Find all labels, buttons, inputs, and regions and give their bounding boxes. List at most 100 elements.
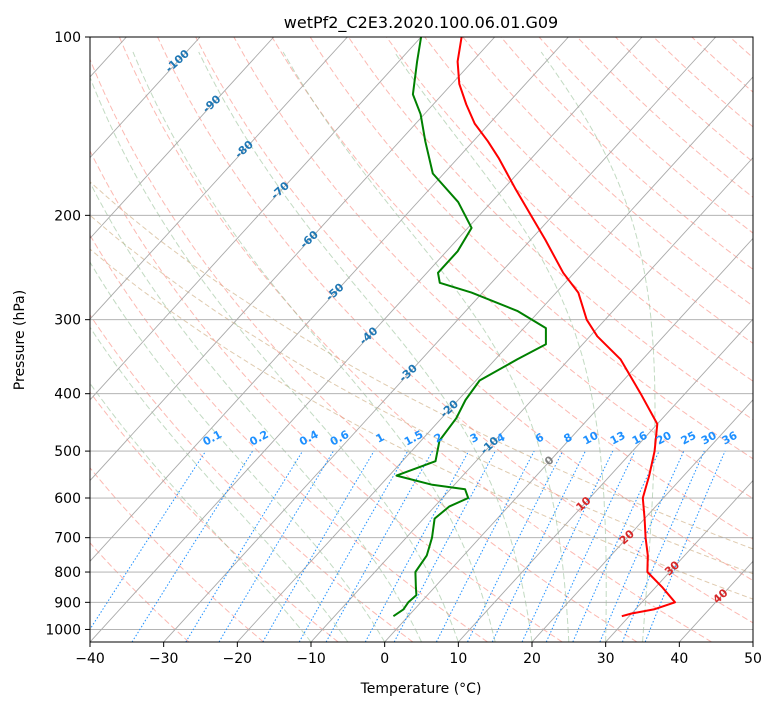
moist-adiabat	[393, 51, 607, 642]
theta-e-line	[90, 214, 753, 575]
dry-adiabat	[90, 467, 264, 642]
moist-adiabat	[90, 181, 422, 642]
mixing-ratio-line	[131, 450, 254, 642]
mixing-ratio-line	[218, 450, 334, 642]
mixing-ratio-label: 6	[533, 430, 546, 445]
x-tick-label: 50	[744, 651, 762, 667]
dry-adiabat	[90, 58, 638, 642]
dry-adiabat	[462, 37, 753, 307]
dry-adiabat	[729, 37, 753, 59]
x-tick-label: 10	[449, 651, 467, 667]
mixing-ratio-line	[467, 450, 564, 642]
isotherm-line	[458, 318, 753, 642]
moist-adiabat	[90, 76, 459, 642]
mixing-ratio-line	[491, 450, 586, 642]
x-tick-label: −20	[223, 651, 253, 667]
moist-adiabat	[540, 51, 656, 642]
x-tick-label: 30	[597, 651, 615, 667]
dry-adiabat	[157, 37, 753, 624]
chart-title: wetPf2_C2E3.2020.100.06.01.G09	[284, 13, 558, 33]
isotherm-line	[90, 37, 201, 159]
temperature-line	[456, 37, 676, 618]
theta-e-line	[90, 181, 753, 550]
mixing-ratio-label: 30	[699, 429, 719, 448]
mixing-ratio-line	[521, 450, 614, 642]
y-tick-label: 200	[54, 208, 81, 224]
dry-adiabat	[233, 37, 753, 540]
y-axis: 1000 900 800 700 600 500 400 300 200 100	[45, 30, 90, 638]
y-tick-label: 800	[54, 565, 81, 581]
mixing-ratio-label: 1	[374, 431, 387, 446]
isotherm-line	[237, 76, 753, 642]
y-tick-label: 1000	[45, 622, 81, 638]
x-axis: −40 −30 −20 −10 0 10 20 30 40 50	[75, 642, 762, 667]
dry-adiabat	[90, 149, 563, 642]
mixing-ratio-label: 0.4	[297, 428, 321, 449]
dry-adiabat	[424, 37, 753, 344]
y-tick-label: 900	[54, 595, 81, 611]
y-tick-label: 600	[54, 491, 81, 507]
mixing-ratio-line	[325, 450, 433, 642]
isotherm-line	[90, 37, 643, 642]
y-tick-label: 300	[54, 313, 81, 329]
mixing-ratio-label: 2	[432, 431, 445, 446]
x-tick-label: 0	[380, 651, 389, 667]
isotherm-line	[605, 479, 753, 642]
mixing-ratio-label: 0.6	[328, 428, 352, 449]
x-tick-label: 20	[523, 651, 541, 667]
isotherm-line	[384, 237, 753, 642]
profile-lines	[392, 37, 676, 618]
moist-adiabat	[198, 51, 533, 642]
isotherm-line	[752, 641, 753, 642]
dry-adiabat	[90, 391, 339, 642]
dry-adiabat	[90, 314, 414, 642]
dry-adiabat	[538, 37, 753, 234]
isotherm-line	[90, 37, 422, 401]
y-tick-label: 700	[54, 531, 81, 547]
mixing-ratio-label: 0.1	[201, 428, 224, 449]
dry-adiabat	[691, 37, 753, 93]
mixing-ratio-line	[185, 450, 304, 642]
mixing-ratio-label: 10	[581, 429, 601, 448]
x-tick-label: −10	[296, 651, 326, 667]
mixing-ratio-line	[364, 450, 470, 642]
mixing-ratio-label: 36	[720, 429, 740, 448]
dry-adiabat	[90, 542, 190, 642]
mixing-ratio-line	[435, 450, 535, 642]
y-tick-label: 500	[54, 444, 81, 460]
mixing-ratio-label: 16	[630, 429, 650, 448]
dry-adiabat	[271, 37, 753, 500]
dry-adiabat	[386, 37, 753, 382]
dewpoint-line	[392, 37, 547, 618]
mixing-ratio-line	[393, 450, 496, 642]
moist-adiabat	[132, 51, 496, 642]
dry-adiabat	[653, 37, 753, 128]
x-tick-label: −40	[75, 651, 105, 667]
mixing-ratio-line	[572, 450, 660, 642]
theta-e-line	[90, 248, 753, 600]
y-tick-label: 100	[54, 30, 81, 46]
moist-adiabat	[90, 261, 386, 642]
isotherm-line	[90, 37, 275, 240]
isotherm-line	[90, 37, 569, 562]
dry-adiabat	[576, 37, 753, 198]
mixing-ratio-line	[599, 450, 685, 642]
mixing-ratio-line	[262, 450, 375, 642]
background-lines	[90, 37, 753, 642]
dry-adiabat	[195, 37, 753, 582]
isotherm-line	[531, 399, 753, 642]
x-axis-title: Temperature (°C)	[360, 681, 482, 697]
mixing-ratio-label: 20	[654, 429, 674, 448]
moist-adiabat	[90, 382, 312, 642]
mixing-ratio-label: 13	[608, 429, 628, 448]
isotherm-line	[90, 37, 348, 320]
mixing-ratio-line	[644, 450, 726, 642]
x-tick-label: 40	[670, 651, 688, 667]
dry-adiabat	[615, 37, 753, 163]
mixing-ratio-line	[298, 450, 409, 642]
dry-adiabat	[118, 37, 712, 642]
plot-frame	[89, 36, 754, 643]
isotherm-line	[163, 37, 717, 642]
mixing-ratio-line	[545, 450, 636, 642]
